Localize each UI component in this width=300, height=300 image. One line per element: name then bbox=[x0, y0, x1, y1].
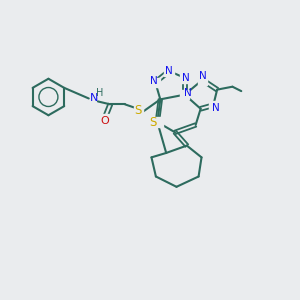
Bar bbox=[198, 75, 207, 85]
Text: N: N bbox=[165, 66, 173, 76]
Text: S: S bbox=[149, 116, 157, 128]
Bar bbox=[134, 106, 143, 115]
Text: N: N bbox=[90, 93, 98, 103]
Text: S: S bbox=[134, 104, 142, 117]
Bar bbox=[152, 117, 163, 127]
Bar bbox=[100, 114, 109, 124]
Text: H: H bbox=[96, 88, 103, 98]
Bar bbox=[151, 78, 160, 87]
Bar bbox=[208, 100, 218, 110]
Bar bbox=[180, 90, 190, 99]
Text: N: N bbox=[182, 73, 190, 83]
Text: O: O bbox=[100, 116, 109, 126]
Text: N: N bbox=[199, 71, 206, 81]
Text: N: N bbox=[150, 76, 158, 86]
Bar bbox=[164, 66, 174, 76]
Text: N: N bbox=[212, 103, 220, 113]
Bar bbox=[180, 73, 190, 83]
Text: N: N bbox=[184, 88, 192, 98]
